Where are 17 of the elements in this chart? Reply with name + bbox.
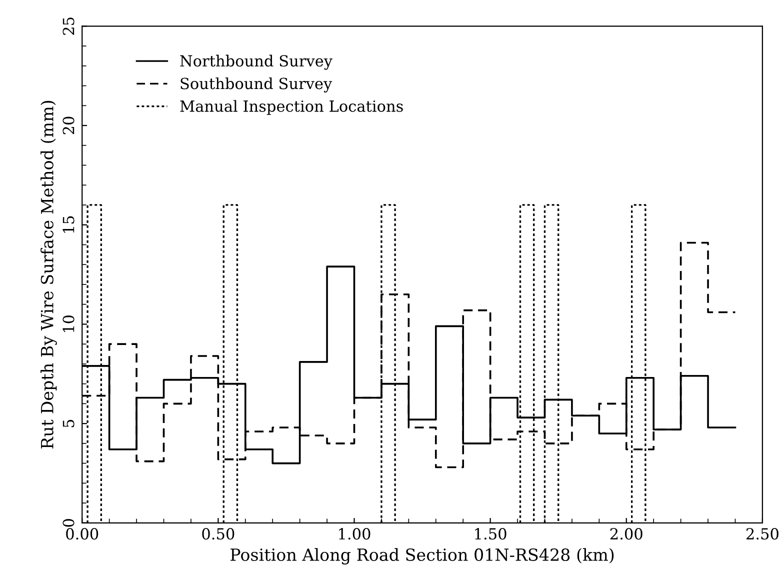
x-tick-label: 2.50 [746,528,778,540]
y-tick-label: 15 [62,216,74,233]
y-axis-title: Rut Depth By Wire Surface Method (mm) [40,100,57,449]
y-tick-label: 20 [62,116,74,134]
y-tick-label: 0 [62,519,74,527]
legend-label: Manual Inspection Locations [180,100,403,115]
y-tick-label: 25 [62,18,74,35]
x-tick-label: 2.00 [610,528,642,540]
y-tick-label: 5 [62,420,74,428]
x-tick-label: 1.50 [475,528,506,540]
x-axis-title: Position Along Road Section 01N-RS428 (km) [230,548,614,564]
x-tick-label: 0.00 [66,528,98,540]
legend-label: Northbound Survey [180,54,332,70]
y-tick-label: 10 [62,315,74,332]
legend-label: Southbound Survey [180,77,332,92]
x-tick-label: 0.50 [202,528,234,540]
x-tick-label: 1.00 [339,528,370,540]
